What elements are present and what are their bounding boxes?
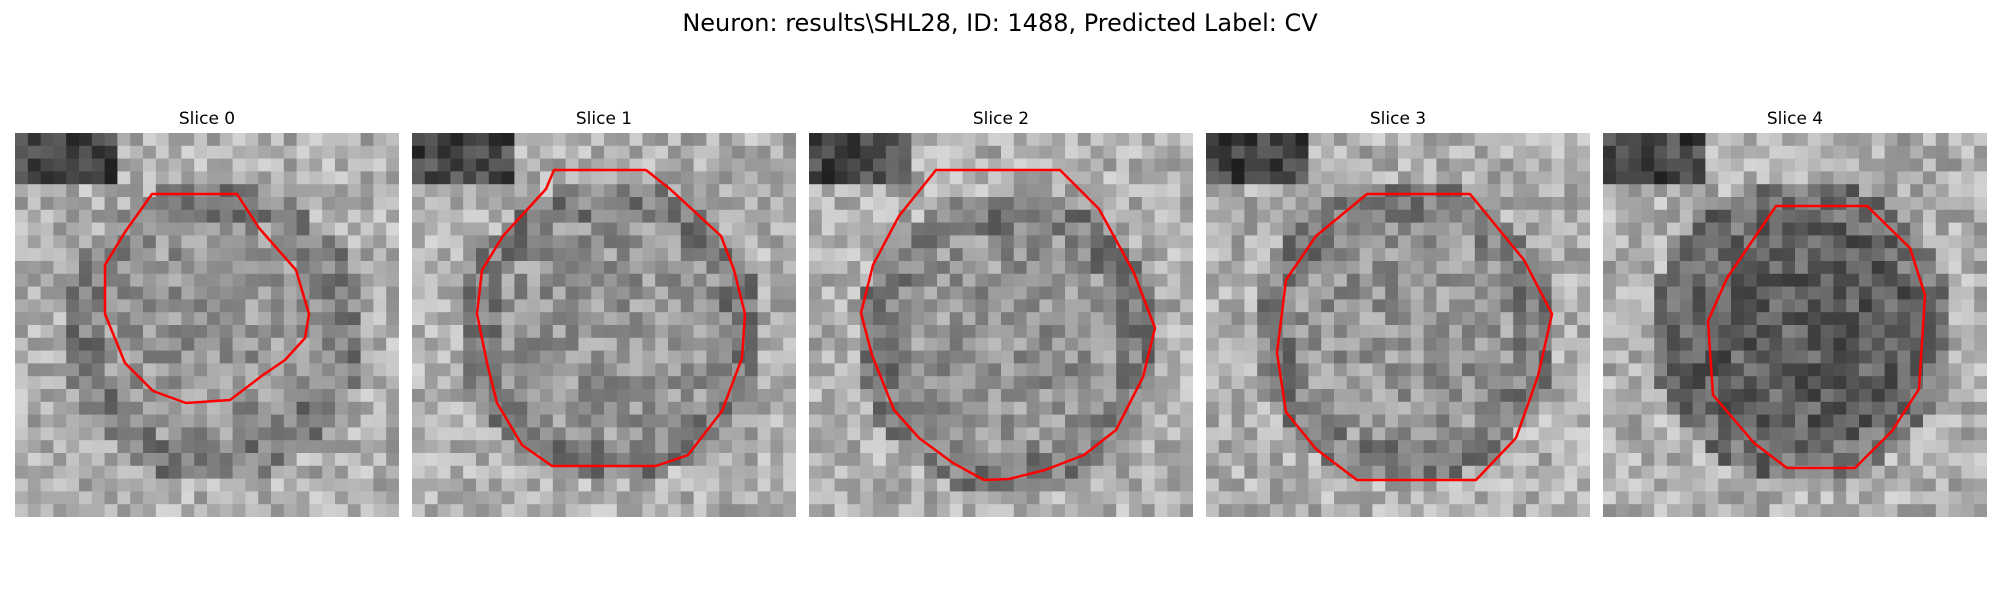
slice-image (412, 133, 796, 517)
cell-contour (103, 192, 311, 405)
grayscale-texture (1206, 133, 1590, 517)
slice-panel-2: Slice 2 (809, 108, 1193, 517)
slice-title: Slice 2 (972, 109, 1030, 129)
slice-image (15, 133, 399, 517)
cell-contour (1706, 204, 1927, 470)
slice-panel-3: Slice 3 (1206, 108, 1590, 517)
slice-panel-0: Slice 0 (15, 108, 399, 517)
cell-contour (859, 168, 1157, 482)
grayscale-texture (1603, 133, 1987, 517)
cell-contour (1275, 192, 1554, 482)
cell-contour (475, 168, 747, 468)
figure-title: Neuron: results\SHL28, ID: 1488, Predict… (682, 9, 1318, 37)
grayscale-texture (809, 133, 1193, 517)
slice-title: Slice 4 (1766, 109, 1824, 129)
grayscale-texture (412, 133, 796, 517)
slice-image (1603, 133, 1987, 517)
slice-image (809, 133, 1193, 517)
slice-title: Slice 3 (1369, 109, 1427, 129)
slice-panel-1: Slice 1 (412, 108, 796, 517)
grayscale-texture (15, 133, 399, 517)
slice-title: Slice 0 (178, 109, 236, 129)
slice-image (1206, 133, 1590, 517)
slice-title: Slice 1 (575, 109, 633, 129)
slice-panel-4: Slice 4 (1603, 108, 1987, 517)
